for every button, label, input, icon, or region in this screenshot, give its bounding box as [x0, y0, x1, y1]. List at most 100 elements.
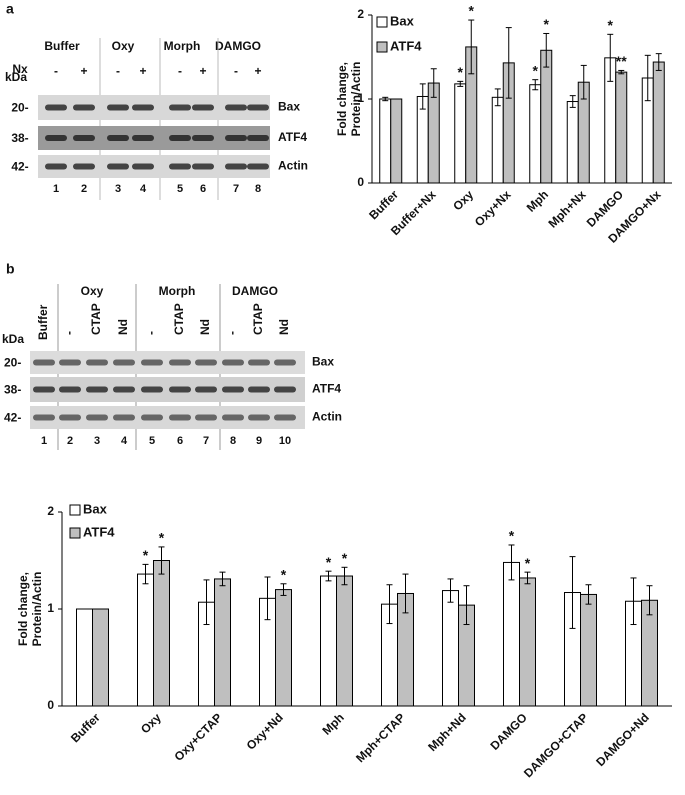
bar [275, 589, 292, 707]
legend-label: ATF4 [390, 38, 422, 53]
lane-label: Nd [198, 319, 212, 335]
blot-band [113, 359, 135, 366]
blot-band [274, 414, 296, 421]
y-tick-label: 2 [357, 7, 364, 21]
bar [442, 590, 459, 707]
marker: 38- [4, 383, 21, 397]
bar [491, 96, 504, 184]
lane-label: - [144, 331, 158, 335]
blot-band [225, 104, 247, 111]
error-bar [494, 88, 501, 107]
x-tick-label: Mph+CTAP [353, 710, 408, 765]
blot-band [192, 135, 214, 141]
legend-label: Bax [83, 501, 108, 516]
blot-band [192, 104, 214, 111]
blot-band [59, 414, 81, 421]
blot-band [141, 414, 163, 421]
x-tick-label: Oxy+Nd [244, 710, 286, 752]
lane-number: 1 [53, 183, 59, 195]
blot-band [73, 104, 95, 111]
x-tick-label: Mph+Nx [545, 187, 588, 230]
error-bar [580, 64, 587, 100]
significance: * [533, 62, 539, 78]
error-bar [630, 577, 637, 626]
blot-band [107, 163, 129, 170]
blot-band [113, 414, 135, 421]
blot-band [86, 359, 108, 366]
bar [390, 98, 403, 184]
bar [529, 84, 542, 184]
x-tick-label: Oxy [138, 710, 164, 736]
blot-band [107, 135, 129, 141]
legend-swatch [69, 504, 81, 516]
y-axis-label: Protein/Actin [349, 62, 363, 137]
blot-band [141, 359, 163, 366]
x-tick-label: Oxy [450, 187, 476, 213]
bar [336, 575, 353, 707]
blot-band [274, 386, 296, 393]
lane-number: 6 [200, 183, 206, 195]
error-bar [382, 96, 389, 102]
bar [214, 578, 231, 707]
lane-number: 9 [256, 435, 262, 447]
error-bar [142, 563, 149, 585]
blot-band [274, 359, 296, 366]
lane-number: 4 [121, 435, 128, 447]
error-bar [532, 79, 539, 91]
bar [652, 61, 665, 184]
blot-band [169, 135, 191, 141]
blot-band [247, 104, 269, 111]
treatment: + [139, 64, 146, 78]
blot-band [247, 163, 269, 170]
blot-band [169, 414, 191, 421]
protein-label: ATF4 [278, 130, 307, 144]
blot-band [45, 163, 67, 170]
y-axis-label: Protein/Actin [30, 572, 44, 647]
protein-label: Actin [278, 159, 308, 173]
significance: * [143, 547, 149, 563]
blot-band [248, 414, 270, 421]
blot-band [195, 386, 217, 393]
blot-band [169, 386, 191, 393]
y-tick-label: 0 [357, 175, 364, 189]
bar [503, 561, 520, 707]
bar [153, 560, 170, 707]
lane-label: CTAP [251, 303, 265, 335]
bar [92, 608, 109, 707]
error-bar [402, 573, 409, 614]
y-tick-label: 2 [47, 504, 54, 518]
lane-number: 4 [140, 183, 147, 195]
error-bar [430, 68, 437, 98]
significance: * [458, 64, 464, 80]
blot-band [225, 135, 247, 141]
lane-number: 8 [255, 183, 261, 195]
legend-swatch [376, 16, 388, 28]
treatment: - [54, 64, 58, 78]
error-bar [569, 556, 576, 629]
error-bar [618, 69, 625, 75]
blot-band [45, 104, 67, 111]
error-bar [468, 19, 475, 75]
blot-band [59, 386, 81, 393]
error-bar [447, 578, 454, 603]
bar [76, 608, 93, 707]
bar [137, 573, 154, 707]
blot-band [192, 163, 214, 170]
bar [519, 577, 536, 707]
bar [580, 593, 597, 707]
lane-label: Nd [116, 319, 130, 335]
blot-row [30, 406, 305, 429]
blot-band [113, 386, 135, 393]
lane-label: Buffer [36, 304, 50, 340]
bar [566, 101, 579, 184]
bar [641, 599, 658, 707]
blot-row [30, 351, 305, 374]
kda-label: kDa [2, 332, 24, 346]
x-tick-label: DAMGO+Nd [593, 710, 652, 769]
bar [379, 98, 392, 184]
treatment: - [234, 64, 238, 78]
significance: * [281, 566, 287, 582]
lane-number: 5 [177, 183, 183, 195]
lane-label: - [225, 331, 239, 335]
